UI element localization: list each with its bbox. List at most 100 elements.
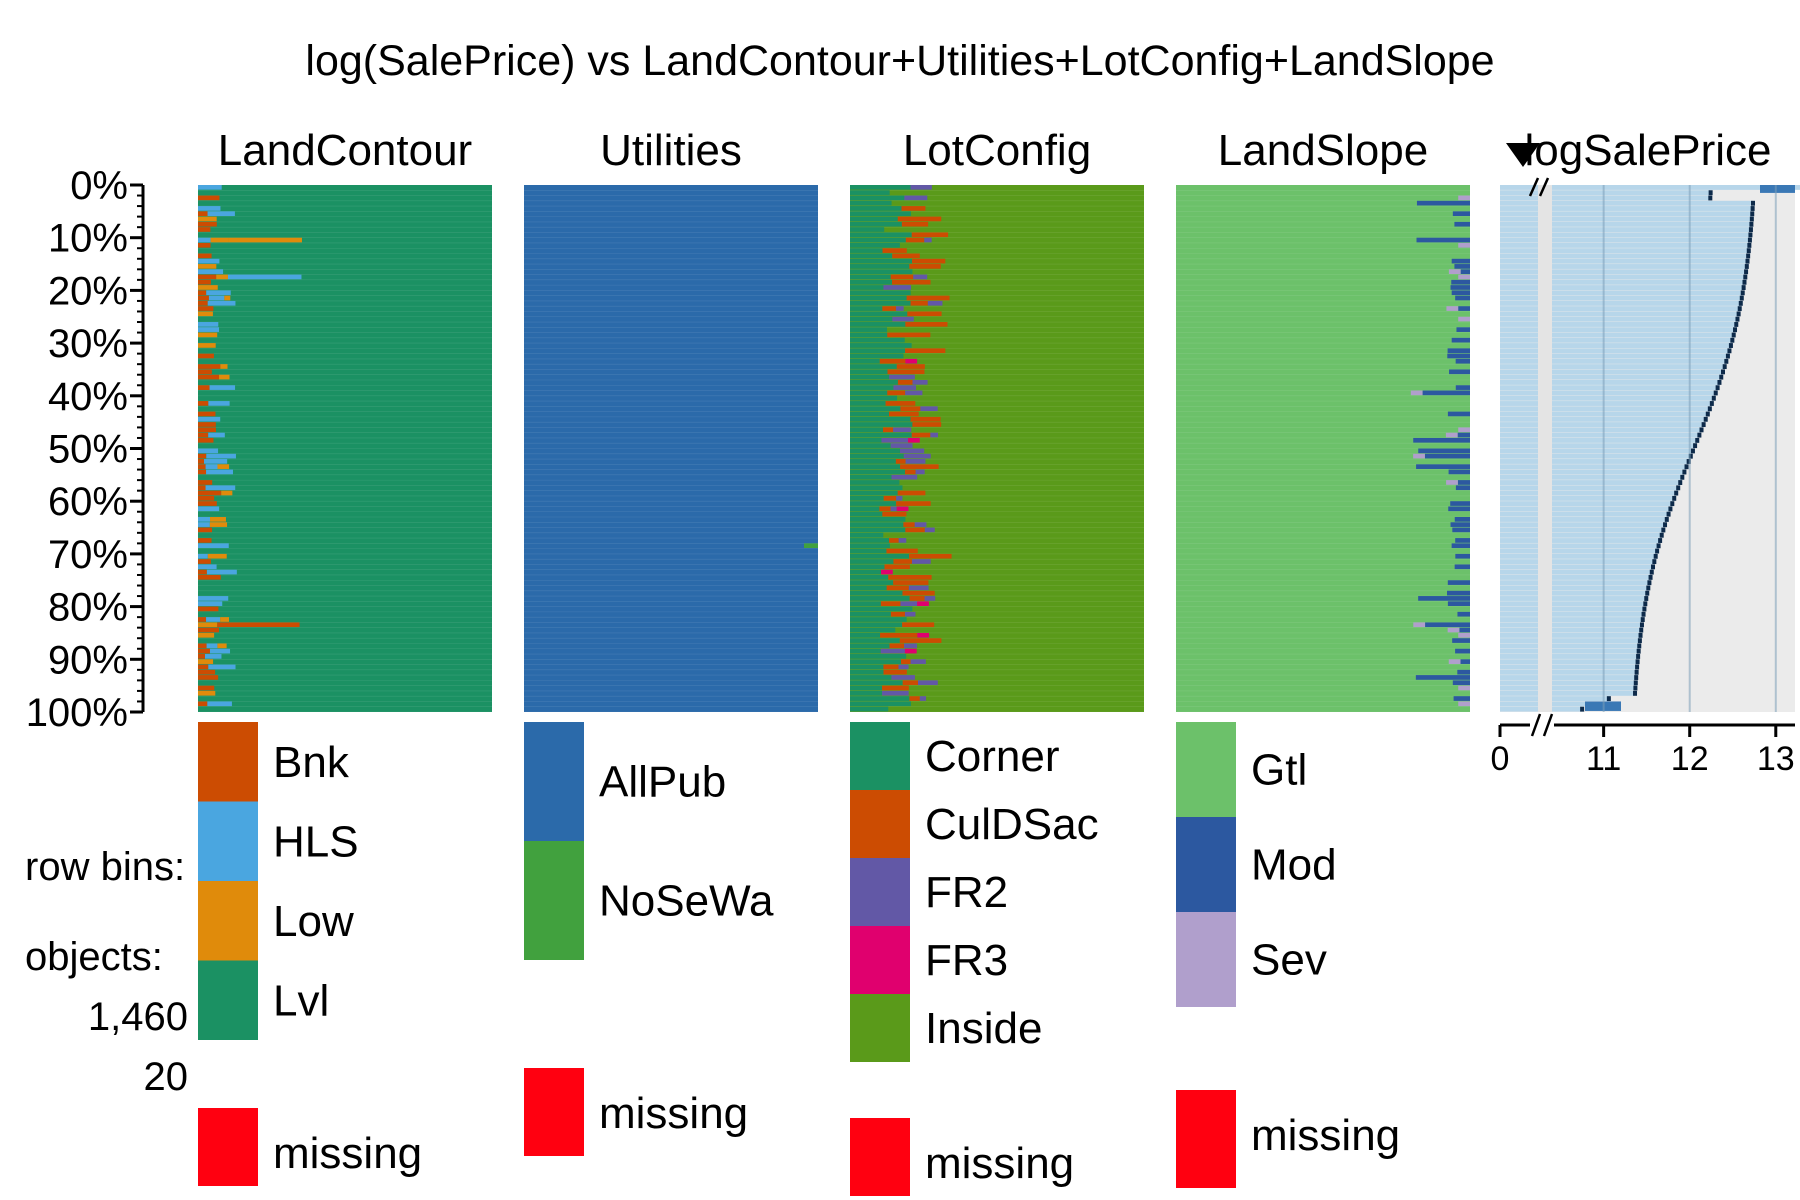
value-bar xyxy=(1500,501,1538,507)
row-segment xyxy=(850,390,888,396)
row-segment xyxy=(1455,358,1470,364)
row-segment xyxy=(897,216,942,222)
legend-swatch xyxy=(850,722,910,790)
row-segment xyxy=(893,580,929,585)
row-segment xyxy=(198,675,219,680)
value-bar xyxy=(1500,364,1538,370)
row-segment xyxy=(1451,337,1470,343)
y-tick-label: 100% xyxy=(26,691,128,735)
legend-missing-swatch xyxy=(850,1118,910,1196)
row-segment xyxy=(850,358,880,364)
value-mark xyxy=(1656,543,1661,549)
value-mark xyxy=(1708,190,1713,196)
row-segment xyxy=(1454,221,1470,227)
row-segment xyxy=(198,258,220,264)
value-mark xyxy=(1708,195,1713,201)
row-segment xyxy=(905,358,918,364)
value-bar xyxy=(1500,511,1538,517)
value-bar xyxy=(1500,348,1538,354)
row-segment xyxy=(850,538,889,543)
value-bar xyxy=(1500,258,1538,264)
row-segment xyxy=(198,485,206,491)
row-segment xyxy=(198,648,210,654)
value-mark xyxy=(1701,422,1706,428)
value-mark xyxy=(1720,369,1725,375)
row-segment xyxy=(850,669,884,675)
value-bar xyxy=(1552,258,1748,264)
row-segment xyxy=(887,332,931,338)
x-axis-logsaleprice: 0 11 12 13 xyxy=(1491,713,1795,778)
value-mark xyxy=(1645,590,1650,596)
row-segment xyxy=(198,437,214,443)
value-bar xyxy=(1552,611,1644,617)
sort-indicator-icon xyxy=(1506,143,1540,167)
row-segment xyxy=(924,527,935,533)
y-tick-label: 60% xyxy=(48,480,128,524)
value-bar xyxy=(1500,306,1538,312)
row-segment xyxy=(198,353,214,359)
row-segment xyxy=(850,706,889,712)
row-segment xyxy=(198,385,210,390)
legend-label: FR2 xyxy=(925,868,1008,917)
value-bar xyxy=(1552,322,1737,327)
value-bar xyxy=(1552,232,1751,238)
value-mark xyxy=(1644,596,1649,601)
legend-swatch xyxy=(850,790,910,858)
value-bar xyxy=(1500,332,1538,338)
row-segment xyxy=(198,643,207,649)
row-segment xyxy=(850,200,892,206)
legend-landslope: Gtl Mod Sev missing xyxy=(1176,722,1400,1188)
value-mark xyxy=(1642,606,1647,612)
row-segment xyxy=(205,485,236,491)
row-segment xyxy=(850,596,910,601)
value-bar xyxy=(1500,643,1538,649)
row-segment xyxy=(198,469,207,475)
value-mark xyxy=(1641,611,1646,617)
legend-swatch xyxy=(1176,817,1236,912)
legend-swatch xyxy=(850,926,910,994)
row-segment xyxy=(198,332,218,338)
legend-swatch xyxy=(198,960,258,1040)
row-segment xyxy=(888,574,932,580)
value-bar xyxy=(1500,548,1538,554)
legend-swatch xyxy=(524,841,584,960)
value-bar xyxy=(1552,638,1640,644)
value-mark xyxy=(1652,559,1657,565)
value-mark xyxy=(1722,364,1727,370)
value-bar xyxy=(1552,459,1689,464)
value-bar xyxy=(1552,227,1751,233)
value-bar xyxy=(1552,385,1718,391)
value-bar xyxy=(1552,427,1702,433)
row-segment xyxy=(1454,517,1470,522)
y-axis: 0% 10% 20% 30% 40% 50% 60% 70% 80% 90% 100% xyxy=(26,164,145,735)
value-mark xyxy=(1725,353,1730,359)
row-segment xyxy=(908,585,929,591)
value-bar xyxy=(1500,495,1538,501)
row-segment xyxy=(198,480,213,485)
row-segment xyxy=(890,443,913,448)
row-segment xyxy=(1447,580,1470,585)
row-segment xyxy=(913,274,928,280)
axis-break-mark xyxy=(1530,713,1554,737)
row-segment xyxy=(850,253,893,259)
value-bar xyxy=(1552,443,1696,449)
row-segment xyxy=(850,501,897,506)
row-segment xyxy=(850,343,912,348)
row-segment xyxy=(909,264,941,269)
row-segment xyxy=(906,295,950,301)
axis-break-mark xyxy=(1528,177,1550,197)
value-bar xyxy=(1552,221,1752,227)
row-segment xyxy=(204,459,228,464)
row-segment xyxy=(850,258,913,264)
row-segment xyxy=(850,490,898,496)
value-bar xyxy=(1500,701,1538,707)
value-bar xyxy=(1552,680,1636,686)
row-segment xyxy=(850,190,890,195)
value-bar xyxy=(1552,422,1704,428)
row-segment xyxy=(917,601,929,606)
row-segment xyxy=(198,295,209,301)
y-tick-label: 80% xyxy=(48,586,128,630)
row-segment xyxy=(1413,622,1426,628)
row-segment xyxy=(919,696,927,701)
row-segment xyxy=(909,553,952,559)
